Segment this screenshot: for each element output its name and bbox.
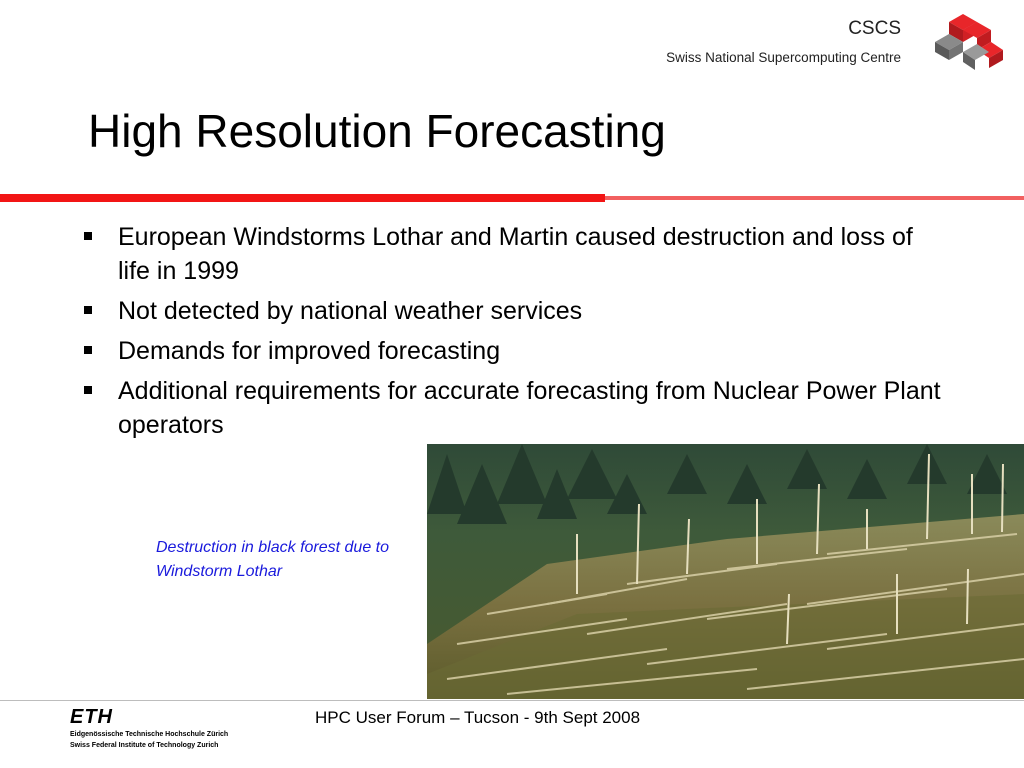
bullet-text: European Windstorms Lothar and Martin ca… xyxy=(118,223,913,285)
cscs-cubes-icon xyxy=(935,14,1003,70)
forest-illustration xyxy=(427,444,1024,699)
eth-line1: Eidgenössische Technische Hochschule Zür… xyxy=(70,731,229,738)
bullet-square-icon xyxy=(84,232,92,240)
bullet-list: European Windstorms Lothar and Martin ca… xyxy=(84,220,944,448)
bullet-square-icon xyxy=(84,306,92,314)
eth-wordmark: ETH xyxy=(70,706,113,728)
bullet-text: Demands for improved forecasting xyxy=(118,337,501,365)
bullet-item: Additional requirements for accurate for… xyxy=(84,374,944,442)
cscs-logo: CSCS Swiss National Supercomputing Centr… xyxy=(664,10,1004,80)
bullet-square-icon xyxy=(84,386,92,394)
slide-title: High Resolution Forecasting xyxy=(88,105,666,157)
eth-line2: Swiss Federal Institute of Technology Zu… xyxy=(70,742,219,749)
bullet-text: Additional requirements for accurate for… xyxy=(118,377,941,439)
bullet-item: Not detected by national weather service… xyxy=(84,294,944,328)
org-subtitle: Swiss National Supercomputing Centre xyxy=(666,50,901,65)
photo-caption: Destruction in black forest due to Winds… xyxy=(156,539,390,580)
storm-damaged-forest-photo xyxy=(427,444,1024,699)
footer-event-text: HPC User Forum – Tucson - 9th Sept 2008 xyxy=(315,708,641,727)
bullet-text: Not detected by national weather service… xyxy=(118,297,583,325)
org-name: CSCS xyxy=(848,18,901,39)
title-divider xyxy=(0,194,605,202)
bullet-item: Demands for improved forecasting xyxy=(84,334,944,368)
bullet-square-icon xyxy=(84,346,92,354)
footer-divider xyxy=(0,700,1024,701)
bullet-item: European Windstorms Lothar and Martin ca… xyxy=(84,220,944,288)
title-divider-thin xyxy=(605,196,1024,200)
eth-logo: ETH Eidgenössische Technische Hochschule… xyxy=(70,707,228,751)
